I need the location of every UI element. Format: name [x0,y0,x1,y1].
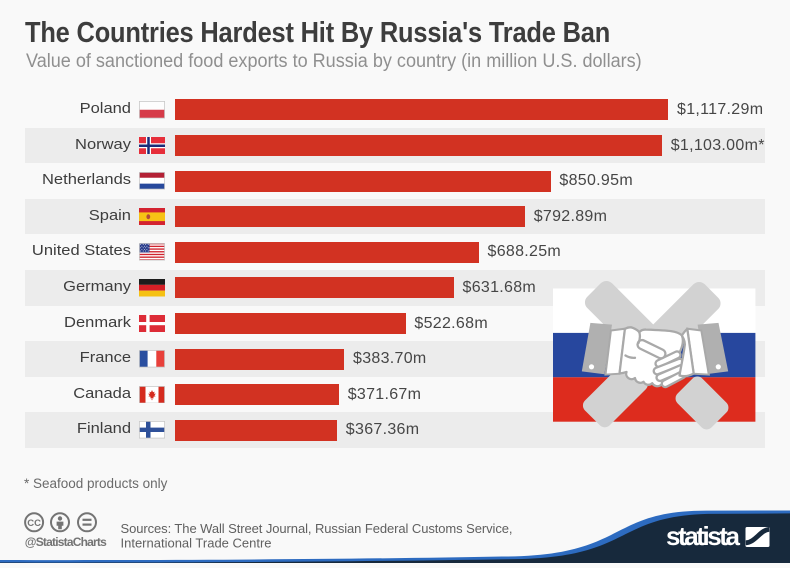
svg-text:@StatistaCharts: @StatistaCharts [25,535,107,549]
svg-text:CC: CC [27,518,41,529]
svg-text:statista: statista [666,521,741,551]
svg-text:International Trade Centre: International Trade Centre [121,536,272,551]
svg-text:Sources: The Wall Street Journ: Sources: The Wall Street Journal, Russia… [121,521,513,536]
